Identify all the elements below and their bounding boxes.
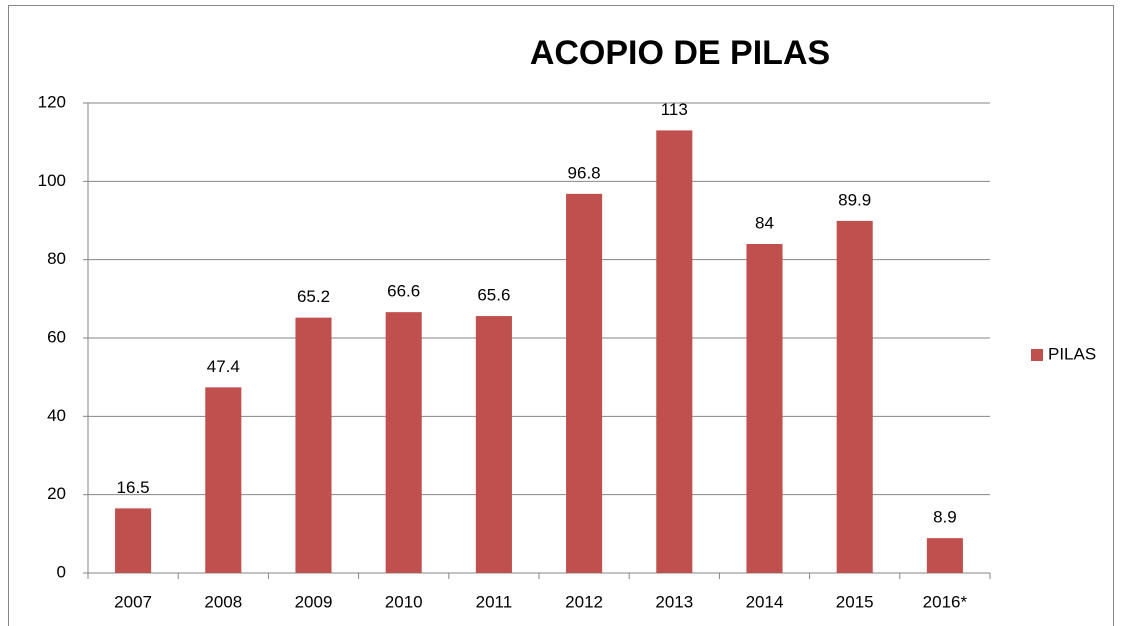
chart-title: ACOPIO DE PILAS (530, 34, 830, 72)
bar (656, 130, 693, 573)
x-tick-label: 2011 (476, 592, 513, 611)
bar (115, 508, 152, 573)
legend-swatch (1031, 349, 1043, 361)
data-label: 96.8 (568, 163, 601, 182)
x-tick-label: 2007 (114, 592, 152, 611)
y-tick-label: 120 (38, 92, 66, 111)
data-label: 8.9 (933, 508, 957, 527)
x-tick-label: 2016* (923, 592, 968, 611)
y-tick-label: 100 (38, 171, 66, 190)
data-label: 113 (661, 100, 688, 119)
y-tick-label: 40 (47, 406, 66, 425)
bar (836, 220, 873, 573)
data-label: 65.6 (477, 286, 510, 305)
legend-label: PILAS (1048, 344, 1096, 363)
data-label: 65.2 (297, 287, 330, 306)
data-label: 66.6 (387, 282, 420, 301)
bar (475, 316, 512, 573)
data-label: 47.4 (207, 357, 240, 376)
data-label: 89.9 (838, 190, 871, 209)
y-tick-label: 80 (47, 249, 66, 268)
x-tick-label: 2012 (565, 592, 603, 611)
bar (205, 387, 242, 573)
x-tick-label: 2014 (746, 592, 784, 611)
x-tick-label: 2015 (836, 592, 874, 611)
bar (566, 193, 603, 573)
bar (926, 538, 963, 573)
y-tick-label: 0 (57, 562, 66, 581)
x-tick-label: 2008 (204, 592, 242, 611)
x-tick-label: 2010 (385, 592, 423, 611)
y-tick-label: 60 (47, 327, 66, 346)
chart-frame (8, 5, 1114, 626)
data-label: 16.5 (117, 478, 150, 497)
x-tick-label: 2013 (655, 592, 693, 611)
bar (385, 312, 422, 573)
bar (746, 244, 783, 573)
bar (295, 317, 332, 573)
data-label: 84 (755, 213, 774, 232)
y-tick-label: 20 (47, 484, 66, 503)
x-tick-label: 2009 (295, 592, 333, 611)
